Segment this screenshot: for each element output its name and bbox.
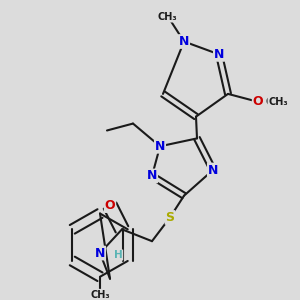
Text: N: N [155, 140, 165, 153]
Text: N: N [95, 247, 105, 260]
Text: O: O [253, 95, 263, 108]
Text: N: N [208, 164, 218, 176]
Text: CH₃: CH₃ [268, 97, 288, 107]
Text: N: N [147, 169, 157, 182]
Text: H: H [114, 250, 123, 260]
Text: N: N [214, 48, 224, 61]
Text: CH₃: CH₃ [265, 97, 285, 107]
Text: CH₃: CH₃ [157, 12, 177, 22]
Text: CH₃: CH₃ [90, 290, 110, 300]
Text: S: S [166, 211, 175, 224]
Text: O: O [105, 199, 115, 212]
Text: N: N [179, 35, 189, 48]
